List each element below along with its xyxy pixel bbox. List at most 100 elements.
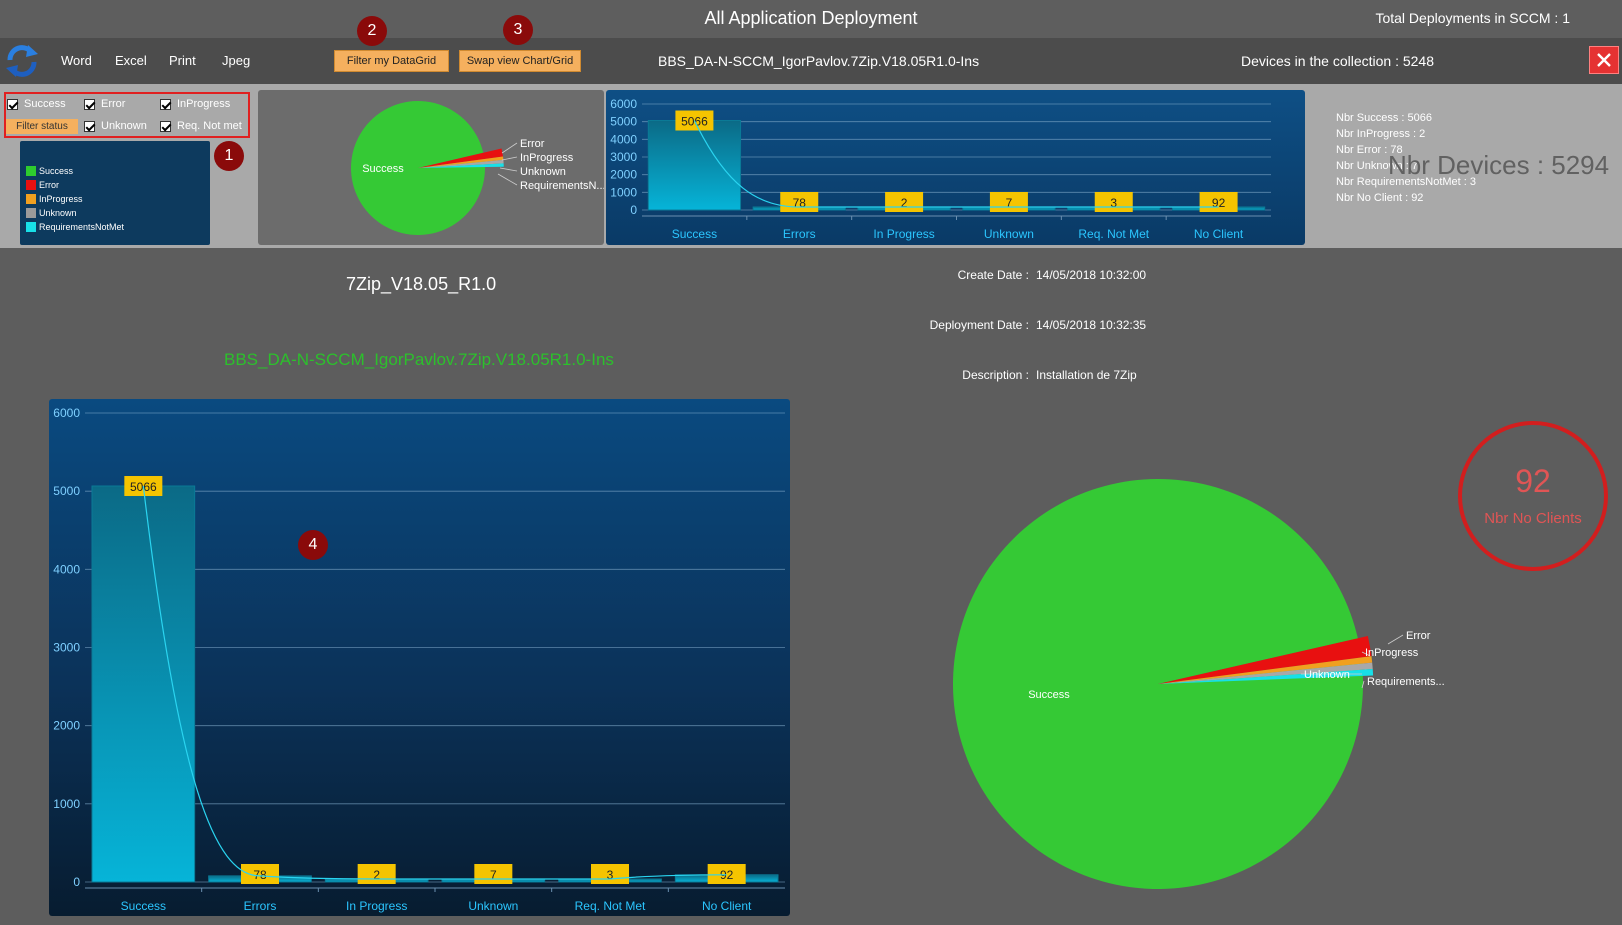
leader-line [497, 173, 518, 186]
x-tick-label-in-progress: In Progress [346, 899, 407, 913]
slice-unknown [1158, 662, 1373, 684]
y-tick-label: 3000 [53, 641, 80, 655]
filter-status-button[interactable]: Filter status [6, 119, 78, 134]
y-tick-label: 6000 [53, 406, 80, 420]
main-bar-chart-panel: 0 1000 2000 3000 4000 5000 6000 5066 Success 78 Er… [49, 399, 790, 916]
slice-inprogress [418, 156, 504, 168]
x-tick-label-errors: Errors [244, 899, 277, 913]
callout-4: 4 [298, 530, 328, 560]
export-word-button[interactable]: Word [61, 53, 92, 68]
x-tick-label-no-client: No Client [1194, 227, 1244, 241]
refresh-icon[interactable] [4, 42, 40, 80]
data-label-box [707, 864, 746, 884]
filter-inprogress-checkbox[interactable]: InProgress [160, 98, 230, 110]
trend-line [693, 120, 1219, 208]
package-name: 7Zip_V18.05_R1.0 [346, 274, 497, 294]
summary-bar-chart-panel: 0 1000 2000 3000 4000 5000 6000 5066 Success 78 Er… [606, 90, 1305, 245]
data-label-no-client: 92 [1212, 196, 1226, 210]
title-bar [0, 0, 1622, 38]
stat-reqnotmet: Nbr RequirementsNotMet : 3 [1336, 176, 1476, 188]
stat-inprogress: Nbr InProgress : 2 [1336, 128, 1426, 140]
x-tick-label-success: Success [121, 899, 166, 913]
filter-unknown-checkbox[interactable]: Unknown [84, 120, 147, 132]
slice-label-requirements: Requirements... [1367, 676, 1445, 688]
description-label: Description : [962, 368, 1029, 382]
total-devices: Nbr Devices : 5294 [1388, 150, 1610, 180]
x-tick-label-req-not-met: Req. Not Met [575, 899, 646, 913]
data-label-req-not-met: 3 [1110, 196, 1117, 210]
stat-error: Nbr Error : 78 [1336, 144, 1403, 156]
x-tick-label-no-client: No Client [702, 899, 752, 913]
slice-label-error: Error [520, 138, 545, 150]
deployment-date-value: 14/05/2018 10:32:35 [1036, 318, 1147, 332]
trend-line [142, 485, 727, 880]
filter-success-checkbox[interactable]: Success [7, 98, 66, 110]
y-tick-label: 2000 [53, 719, 80, 733]
legend-item-requirements-not-met: RequirementsNotMet [26, 222, 124, 232]
x-tick-label-in-progress: In Progress [873, 227, 934, 241]
legend-item-inprogress: InProgress [26, 194, 83, 204]
callout-2: 2 [357, 16, 387, 46]
create-date-label: Create Date : [957, 268, 1029, 282]
print-button[interactable]: Print [169, 53, 196, 68]
x-tick-label-errors: Errors [783, 227, 816, 241]
slice-error [418, 148, 503, 168]
leader-line [501, 156, 518, 161]
deployment-name: BBS_DA-N-SCCM_IgorPavlov.7Zip.V18.05R1.0… [658, 53, 980, 69]
swap-view-button[interactable]: Swap view Chart/Grid [459, 50, 581, 72]
filter-req-not-met-label: Req. Not met [177, 120, 242, 132]
slice-unknown [418, 159, 504, 168]
export-jpeg-button[interactable]: Jpeg [222, 53, 251, 68]
x-tick-label-unknown: Unknown [468, 899, 518, 913]
main-bar-chart: 01000200030004000500060005066Success78Er… [53, 406, 785, 913]
data-label-no-client: 92 [720, 868, 734, 882]
filter-datagrid-button[interactable]: Filter my DataGrid [334, 50, 449, 72]
slice-label-inprogress: InProgress [520, 152, 574, 164]
slice-label-inprogress: InProgress [1365, 647, 1419, 659]
slice-inprogress [1158, 656, 1373, 684]
data-label-box [241, 864, 279, 884]
package-full-name: BBS_DA-N-SCCM_IgorPavlov.7Zip.V18.05R1.0… [224, 350, 614, 369]
slice-requirementsn [418, 163, 504, 168]
slice-label-success: Success [362, 163, 404, 175]
y-tick-label: 5000 [53, 484, 80, 498]
slice-label-unknown: Unknown [520, 166, 566, 178]
y-tick-label: 2000 [610, 168, 637, 182]
app-title: All Application Deployment [704, 8, 918, 28]
total-deployments-count: Total Deployments in SCCM : 1 [1375, 10, 1570, 26]
y-tick-label: 0 [630, 203, 637, 217]
callout-1: 1 [214, 141, 244, 171]
x-tick-label-success: Success [672, 227, 717, 241]
slice-label-unknown: Unknown [1304, 669, 1350, 681]
y-tick-label: 5000 [610, 115, 637, 129]
data-label-unknown: 7 [1006, 196, 1013, 210]
bar-success [91, 485, 196, 883]
create-date-value: 14/05/2018 10:32:00 [1036, 268, 1147, 282]
stat-noclient: Nbr No Client : 92 [1336, 192, 1424, 204]
close-icon [1597, 53, 1611, 67]
data-label-box [124, 476, 163, 497]
stat-success: Nbr Success : 5066 [1336, 112, 1432, 124]
y-tick-label: 1000 [610, 185, 637, 199]
data-label-errors: 78 [253, 868, 267, 882]
y-tick-label: 4000 [610, 132, 637, 146]
no-client-count: 92 [1515, 463, 1551, 499]
legend-item-success: Success [26, 166, 73, 176]
filter-req-not-met-checkbox[interactable]: Req. Not met [160, 120, 242, 132]
leader-line [499, 167, 518, 172]
slice-error [1158, 636, 1372, 684]
close-button[interactable] [1589, 46, 1619, 74]
legend-item-unknown: Unknown [26, 208, 77, 218]
y-tick-label: 6000 [610, 97, 637, 111]
leader-line [1361, 680, 1365, 689]
callout-3: 3 [503, 15, 533, 45]
data-label-in-progress: 2 [373, 868, 380, 882]
leader-line [1361, 651, 1371, 657]
main-pie-chart: Success Error InProgress Unknown Requirement… [953, 479, 1445, 890]
filter-error-checkbox[interactable]: Error [84, 98, 125, 110]
status-filter-panel [4, 92, 250, 138]
y-tick-label: 0 [73, 875, 80, 889]
leader-line [501, 142, 518, 154]
legend-item-error: Error [26, 180, 59, 190]
export-excel-button[interactable]: Excel [115, 53, 147, 68]
